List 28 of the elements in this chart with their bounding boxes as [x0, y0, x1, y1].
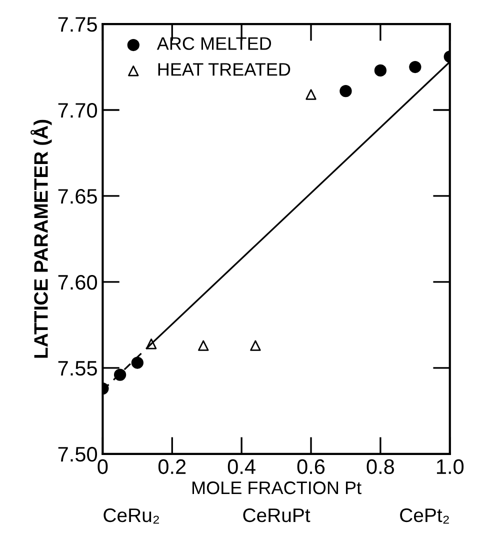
point	[114, 368, 126, 381]
point	[374, 64, 387, 77]
point	[306, 89, 316, 100]
x-axis-title: MOLE FRACTION Pt	[192, 481, 362, 494]
text: CePt₂	[400, 508, 449, 524]
point	[198, 340, 209, 351]
y-tick-label: 7.60	[58, 274, 98, 290]
text: CeRu₂	[104, 508, 159, 524]
x-tick-label: 0.2	[158, 459, 186, 474]
legend-label: HEAT TREATED	[158, 63, 290, 76]
x-tick-label: 1.0	[436, 459, 464, 474]
y-tick-label: 7.50	[58, 446, 98, 462]
y-tick-label: 7.55	[58, 361, 97, 376]
y-tick-label: 7.75	[58, 17, 97, 32]
point	[146, 338, 157, 350]
y-tick-label: 7.70	[58, 103, 98, 118]
x-tick-label: 0.6	[297, 459, 325, 474]
point	[409, 60, 422, 74]
y-axis-title: LATTICE PARAMETER (Å)	[30, 120, 52, 358]
x-tick-label: 0.8	[366, 459, 394, 474]
point	[131, 356, 144, 369]
text: CeRuPt	[243, 508, 310, 522]
x-tick-label: 0	[98, 459, 108, 474]
y-tick-label: 7.65	[58, 188, 97, 204]
point	[250, 340, 261, 351]
legend-label: ARC MELTED	[156, 37, 272, 50]
point	[340, 85, 352, 98]
x-tick-label: 0.4	[228, 459, 256, 474]
